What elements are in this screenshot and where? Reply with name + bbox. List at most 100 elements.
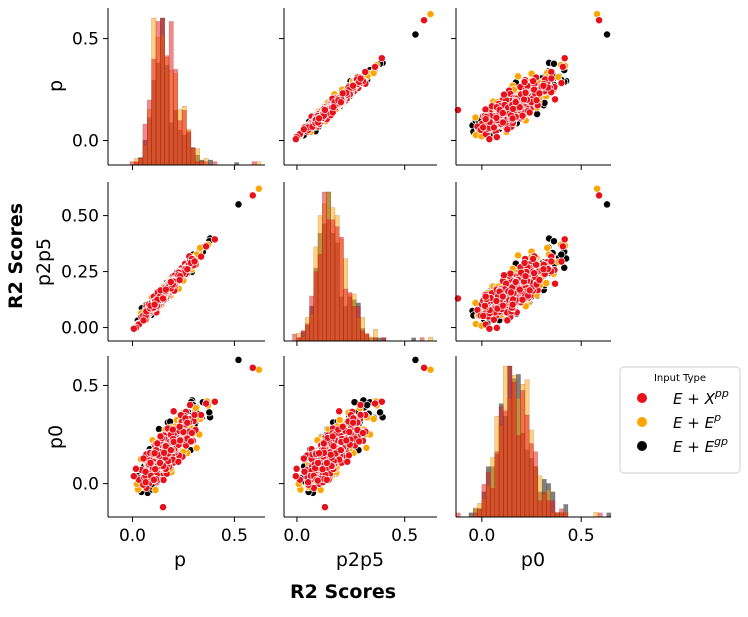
scatter-point [536,276,543,283]
scatter-point [206,409,213,416]
scatter-point [482,293,489,300]
scatter-point [159,504,166,511]
panel-p2p5-vs-p0 [451,182,611,346]
hist-bar [352,306,356,341]
scatter-point [151,301,158,308]
scatter-point [321,106,328,113]
y-tick-label: 0.50 [61,207,99,227]
scatter-point [193,444,200,451]
scatter-point [543,279,550,286]
scatter-point [509,301,516,308]
scatter-point [362,68,369,75]
scatter-point [170,408,177,415]
scatter-point [191,258,198,265]
hist-bar [252,162,256,165]
scatter-point [197,253,204,260]
hist-bar [187,131,191,165]
x-tick-label: 0.5 [221,526,248,546]
hist-bar [143,124,147,165]
panel-p-vs-p: 0.0 0.5 [72,8,265,170]
scatter-point [130,325,137,332]
hist-bar [173,69,177,165]
scatter-point [330,104,337,111]
scatter-point [167,447,174,454]
scatter-point [507,270,514,277]
scatter-point [140,317,147,324]
scatter-point [130,473,137,480]
scatter-point [526,287,533,294]
scatter-point [500,272,507,279]
scatter-point [493,114,500,121]
scatter-point [561,55,568,62]
scatter-point [551,96,558,103]
scatter-point [504,317,511,324]
scatter-point [558,258,565,265]
scatter-point [520,96,527,103]
scatter-point [526,109,533,116]
scatter-point [255,185,262,192]
scatter-point [454,106,461,113]
scatter-point [559,63,566,70]
scatter-point [482,116,489,123]
scatter-point [152,466,159,473]
scatter-point [603,31,610,38]
scatter-point [499,119,506,126]
scatter-point [191,411,198,418]
scatter-point [536,90,543,97]
hist-bar [152,59,156,165]
scatter-point [540,82,547,89]
scatter-point [186,401,193,408]
hist-bar [373,338,377,341]
scatter-point [184,419,191,426]
scatter-point [175,458,182,465]
scatter-point [249,364,256,371]
scatter-point [593,185,600,192]
scatter-point [152,486,159,493]
scatter-point [558,251,565,258]
scatter-point [160,476,167,483]
y-tick-label: 0.5 [72,30,99,50]
hist-bar [339,237,343,341]
scatter-point [151,450,158,457]
scatter-point [551,280,558,287]
scatter-point [211,398,218,405]
scatter-point [548,68,555,75]
scatter-point [167,278,174,285]
scatter-point [147,459,154,466]
scatter-point [140,455,147,462]
hist-bar [314,272,318,341]
hist-bar [165,56,169,165]
hist-bar [361,331,365,341]
scatter-point [595,192,602,199]
scatter-point [142,479,149,486]
scatter-point [481,302,488,309]
scatter-point [357,75,364,82]
hist-bar [327,220,331,341]
hist-bar [310,296,314,341]
scatter-point [427,11,434,18]
scatter-point [499,302,506,309]
hist-bar [130,162,134,165]
scatter-point [540,266,547,273]
scatter-point [184,266,191,273]
scatter-point [486,325,493,332]
scatter-point [132,465,139,472]
scatter-point [155,425,162,432]
scatter-point [337,99,344,106]
scatter-point [514,252,521,259]
hist-bar [369,337,373,341]
scatter-point [292,136,299,143]
hist-bar [305,324,309,341]
scatter-point [203,243,210,250]
scatter-point [249,192,256,199]
scatter-point [514,73,521,80]
y-tick-label: 0.0 [72,132,99,152]
scatter-point [493,297,500,304]
scatter-point [595,17,602,24]
scatter-point [509,115,516,122]
hist-bar [195,162,199,165]
scatter-point [176,423,183,430]
